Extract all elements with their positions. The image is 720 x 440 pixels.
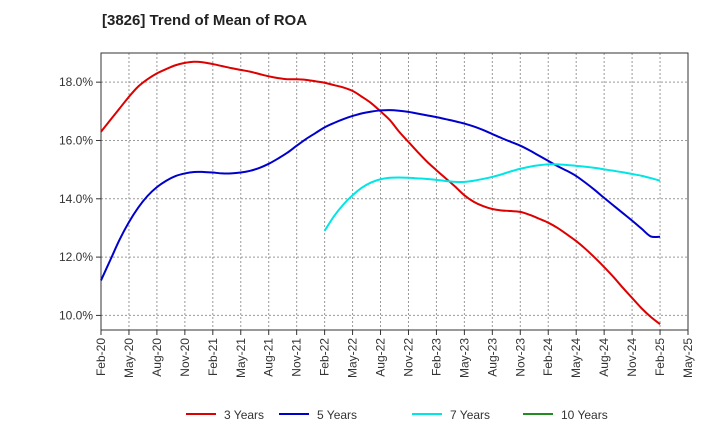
x-tick-label: Aug-21 [262,338,276,377]
x-tick-label: Aug-22 [374,338,388,377]
y-tick-label: 14.0% [59,192,93,206]
x-tick-label: Feb-21 [206,338,220,376]
x-tick-label: May-23 [457,338,471,378]
x-tick-label: May-25 [681,338,695,378]
plot-area-border [100,52,689,331]
x-axis-ticks: Feb-20 May-20 Aug-20 Nov-20 Feb-21 May-21 Aug-… [94,330,695,378]
x-tick-label: Feb-20 [94,338,108,376]
x-tick-label: Nov-22 [401,338,415,377]
x-tick-label: Feb-25 [653,338,667,376]
x-tick-label: Nov-24 [625,338,639,377]
y-tick-label: 10.0% [59,308,93,322]
y-tick-label: 16.0% [59,133,93,147]
x-tick-label: Nov-21 [290,338,304,377]
x-tick-label: Feb-24 [541,338,555,376]
x-tick-label: Feb-22 [318,338,332,376]
y-axis-ticks: 10.0% 12.0% 14.0% 16.0% 18.0% [59,75,101,322]
grid-lines [101,53,688,330]
x-tick-label: Nov-20 [178,338,192,377]
x-tick-label: May-20 [122,338,136,378]
x-tick-label: Feb-23 [429,338,443,376]
x-tick-label: May-22 [346,338,360,378]
x-tick-label: Aug-23 [485,338,499,377]
series-line-5-years [100,109,661,281]
x-tick-label: Aug-20 [150,338,164,377]
series-lines [100,60,661,325]
y-tick-label: 18.0% [59,75,93,89]
x-tick-label: May-21 [234,338,248,378]
y-tick-label: 12.0% [59,250,93,264]
chart-title: [3826] Trend of Mean of ROA [102,12,308,29]
legend-label-5-years: 5 Years [317,408,357,422]
series-line-7-years [323,163,661,232]
x-tick-label: Nov-23 [513,338,527,377]
legend-label-10-years: 10 Years [561,408,608,422]
legend: 3 Years 5 Years 7 Years 10 Years [186,408,608,422]
legend-label-3-years: 3 Years [224,408,264,422]
legend-label-7-years: 7 Years [450,408,490,422]
x-tick-label: May-24 [569,338,583,378]
x-tick-label: Aug-24 [597,338,611,377]
